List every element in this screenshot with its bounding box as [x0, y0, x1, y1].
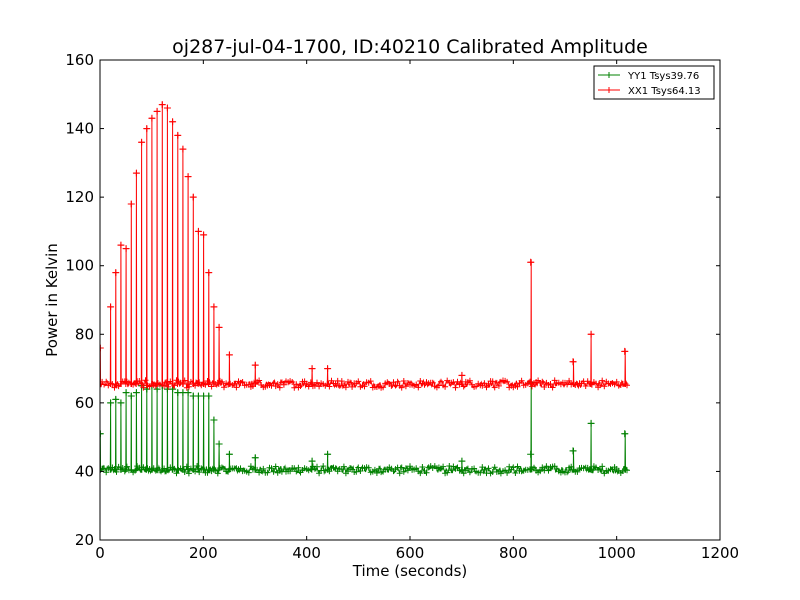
data-point [184, 389, 192, 397]
data-point [251, 454, 259, 462]
data-point [132, 169, 140, 177]
y-tick-label: 60 [75, 394, 94, 412]
x-axis-label: Time (seconds) [352, 562, 468, 580]
x-tick-label: 600 [396, 544, 425, 562]
data-point [117, 399, 125, 407]
data-point [200, 231, 208, 239]
legend-entry: XX1 Tsys64.13 [598, 86, 701, 97]
data-point [153, 107, 161, 115]
data-point [169, 118, 177, 126]
data-point [127, 200, 135, 208]
legend-entry: YY1 Tsys39.76 [598, 71, 699, 82]
y-tick-label: 140 [65, 120, 94, 138]
data-point [158, 101, 166, 109]
chart-title: oj287-jul-04-1700, ID:40210 Calibrated A… [172, 36, 648, 58]
data-point [174, 131, 182, 139]
axis-ticks: 0 200 400 600 800 1000 1200 20 40 60 80 100 120 140 16… [65, 51, 739, 562]
legend-marker [606, 72, 612, 78]
legend-marker [606, 87, 612, 93]
data-point [587, 419, 595, 427]
y-tick-label: 100 [65, 257, 94, 275]
data-point [132, 389, 140, 397]
y-tick-label: 80 [75, 325, 94, 343]
data-point [189, 193, 197, 201]
data-point [210, 416, 218, 424]
legend-label: XX1 Tsys64.13 [628, 86, 701, 97]
legend-box [593, 65, 715, 100]
data-point [324, 450, 332, 458]
data-point [215, 323, 223, 331]
data-point [527, 258, 535, 266]
y-tick-label: 20 [75, 531, 94, 549]
data-point [122, 245, 130, 253]
data-point [324, 365, 332, 373]
data-point [107, 399, 115, 407]
data-point [308, 457, 316, 465]
data-point [179, 145, 187, 153]
data-point [251, 361, 259, 369]
data-point [194, 227, 202, 235]
data-point [569, 447, 577, 455]
legend-label: YY1 Tsys39.76 [627, 71, 699, 82]
data-point [127, 392, 135, 400]
data-point [107, 303, 115, 311]
x-tick-label: 1000 [598, 544, 636, 562]
y-tick-label: 160 [65, 51, 94, 69]
data-point [148, 114, 156, 122]
x-tick-label: 400 [292, 544, 321, 562]
data-point [143, 125, 151, 133]
data-point [621, 347, 629, 355]
data-point [205, 269, 213, 277]
data-point [569, 358, 577, 366]
plot-area [100, 101, 630, 477]
series-1 [100, 378, 630, 477]
data-point [308, 365, 316, 373]
series-2 [100, 101, 630, 391]
y-tick-label: 40 [75, 462, 94, 480]
y-axis-label: Power in Kelvin [43, 243, 61, 357]
data-point [117, 241, 125, 249]
y-tick-label: 120 [65, 188, 94, 206]
data-point [225, 450, 233, 458]
x-tick-label: 800 [499, 544, 528, 562]
data-point [163, 104, 171, 112]
data-point [587, 330, 595, 338]
data-point [527, 450, 535, 458]
data-point [458, 457, 466, 465]
data-point [225, 351, 233, 359]
data-point [122, 389, 130, 397]
data-point [205, 392, 213, 400]
x-tick-label: 200 [189, 544, 218, 562]
data-point [215, 440, 223, 448]
data-point [112, 269, 120, 277]
x-tick-label: 0 [95, 544, 105, 562]
data-point [184, 173, 192, 181]
data-point [138, 138, 146, 146]
data-point [621, 430, 629, 438]
data-point [112, 395, 120, 403]
x-tick-label: 1200 [701, 544, 739, 562]
data-point [458, 371, 466, 379]
legend: YY1 Tsys39.76 XX1 Tsys64.13 [593, 65, 715, 100]
data-point [210, 303, 218, 311]
